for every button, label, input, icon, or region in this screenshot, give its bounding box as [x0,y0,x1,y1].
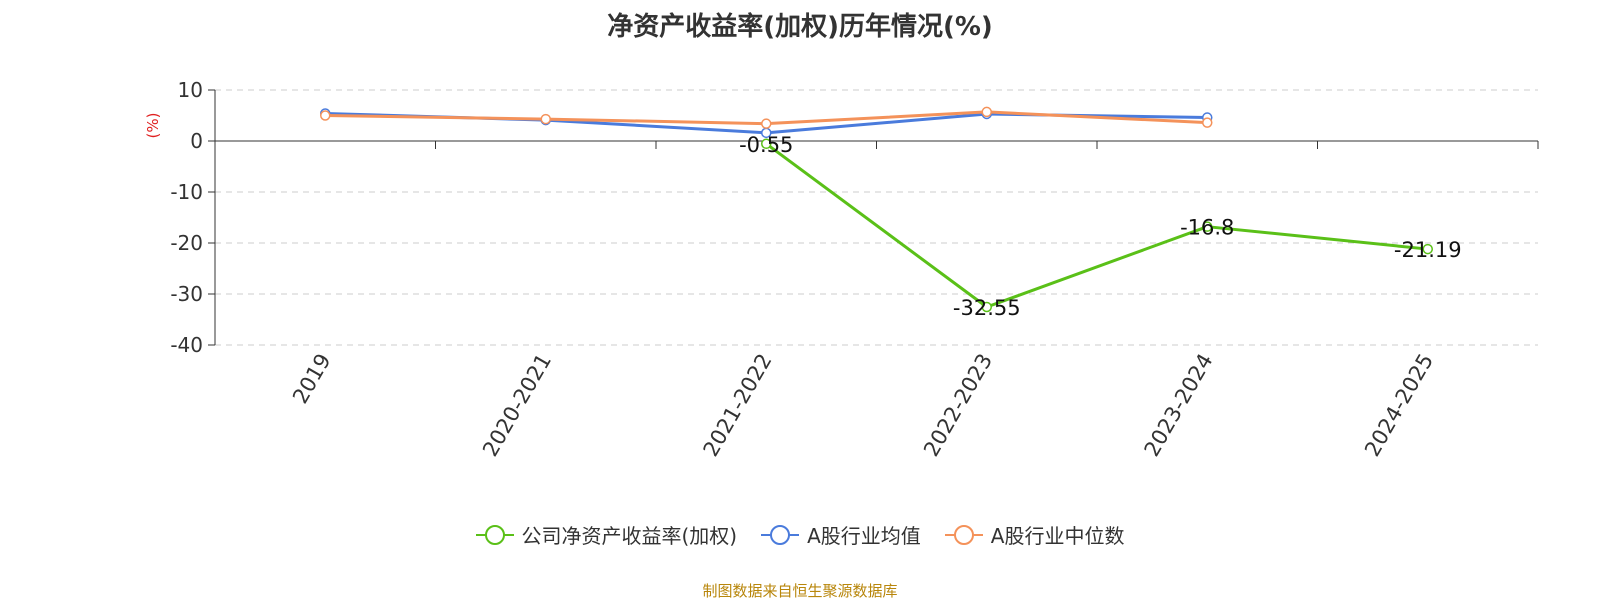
legend-item[interactable]: A股行业中位数 [944,520,1125,549]
series-line-0 [765,142,1428,309]
y-tick-label: -20 [170,231,203,255]
data-label: -0.55 [739,133,793,157]
y-tick-label: -30 [170,282,203,306]
source-note: 制图数据来自恒生聚源数据库 [702,582,898,600]
y-tick-label: 10 [178,78,203,102]
legend-marker-icon [944,524,983,545]
y-tick-label: -10 [170,180,203,204]
data-point [320,110,331,121]
data-point [761,118,772,129]
legend: 公司净资产收益率(加权) A股行业均值 A股行业中位数 [0,520,1600,549]
data-point [1422,243,1433,255]
legend-marker-icon [475,524,514,545]
x-tick-label: 2024-2025 [1360,350,1438,461]
data-label: -32.55 [953,296,1021,320]
data-point [981,301,992,313]
legend-label: A股行业中位数 [990,524,1125,548]
data-point [540,113,551,125]
y-tick-label: -40 [170,333,203,357]
line-chart: 10 0 -10 -20 -30 -40 (%) 2019 2020-2021 2021-2022… [144,78,1539,461]
y-tick-label: 0 [190,129,203,153]
x-tick-label: 2020-2021 [478,350,556,461]
data-point [1202,117,1213,128]
legend-item[interactable]: 公司净资产收益率(加权) [475,520,738,549]
data-point [981,106,992,118]
data-point [761,138,772,150]
chart-title: 净资产收益率(加权)历年情况(%) [607,12,993,42]
x-tick-label: 2022-2023 [919,350,997,461]
x-tick-label: 2019 [288,350,336,408]
x-tick-label: 2021-2022 [699,350,777,461]
data-label: -21.19 [1394,238,1462,262]
data-label: -16.8 [1180,216,1234,240]
data-point [1202,221,1213,232]
x-tick-label: 2023-2024 [1140,350,1218,461]
legend-label: A股行业均值 [807,524,921,548]
y-axis-label: (%) [144,113,162,139]
legend-item[interactable]: A股行业均值 [761,520,921,549]
legend-label: 公司净资产收益率(加权) [521,524,738,548]
legend-marker-icon [761,524,800,545]
